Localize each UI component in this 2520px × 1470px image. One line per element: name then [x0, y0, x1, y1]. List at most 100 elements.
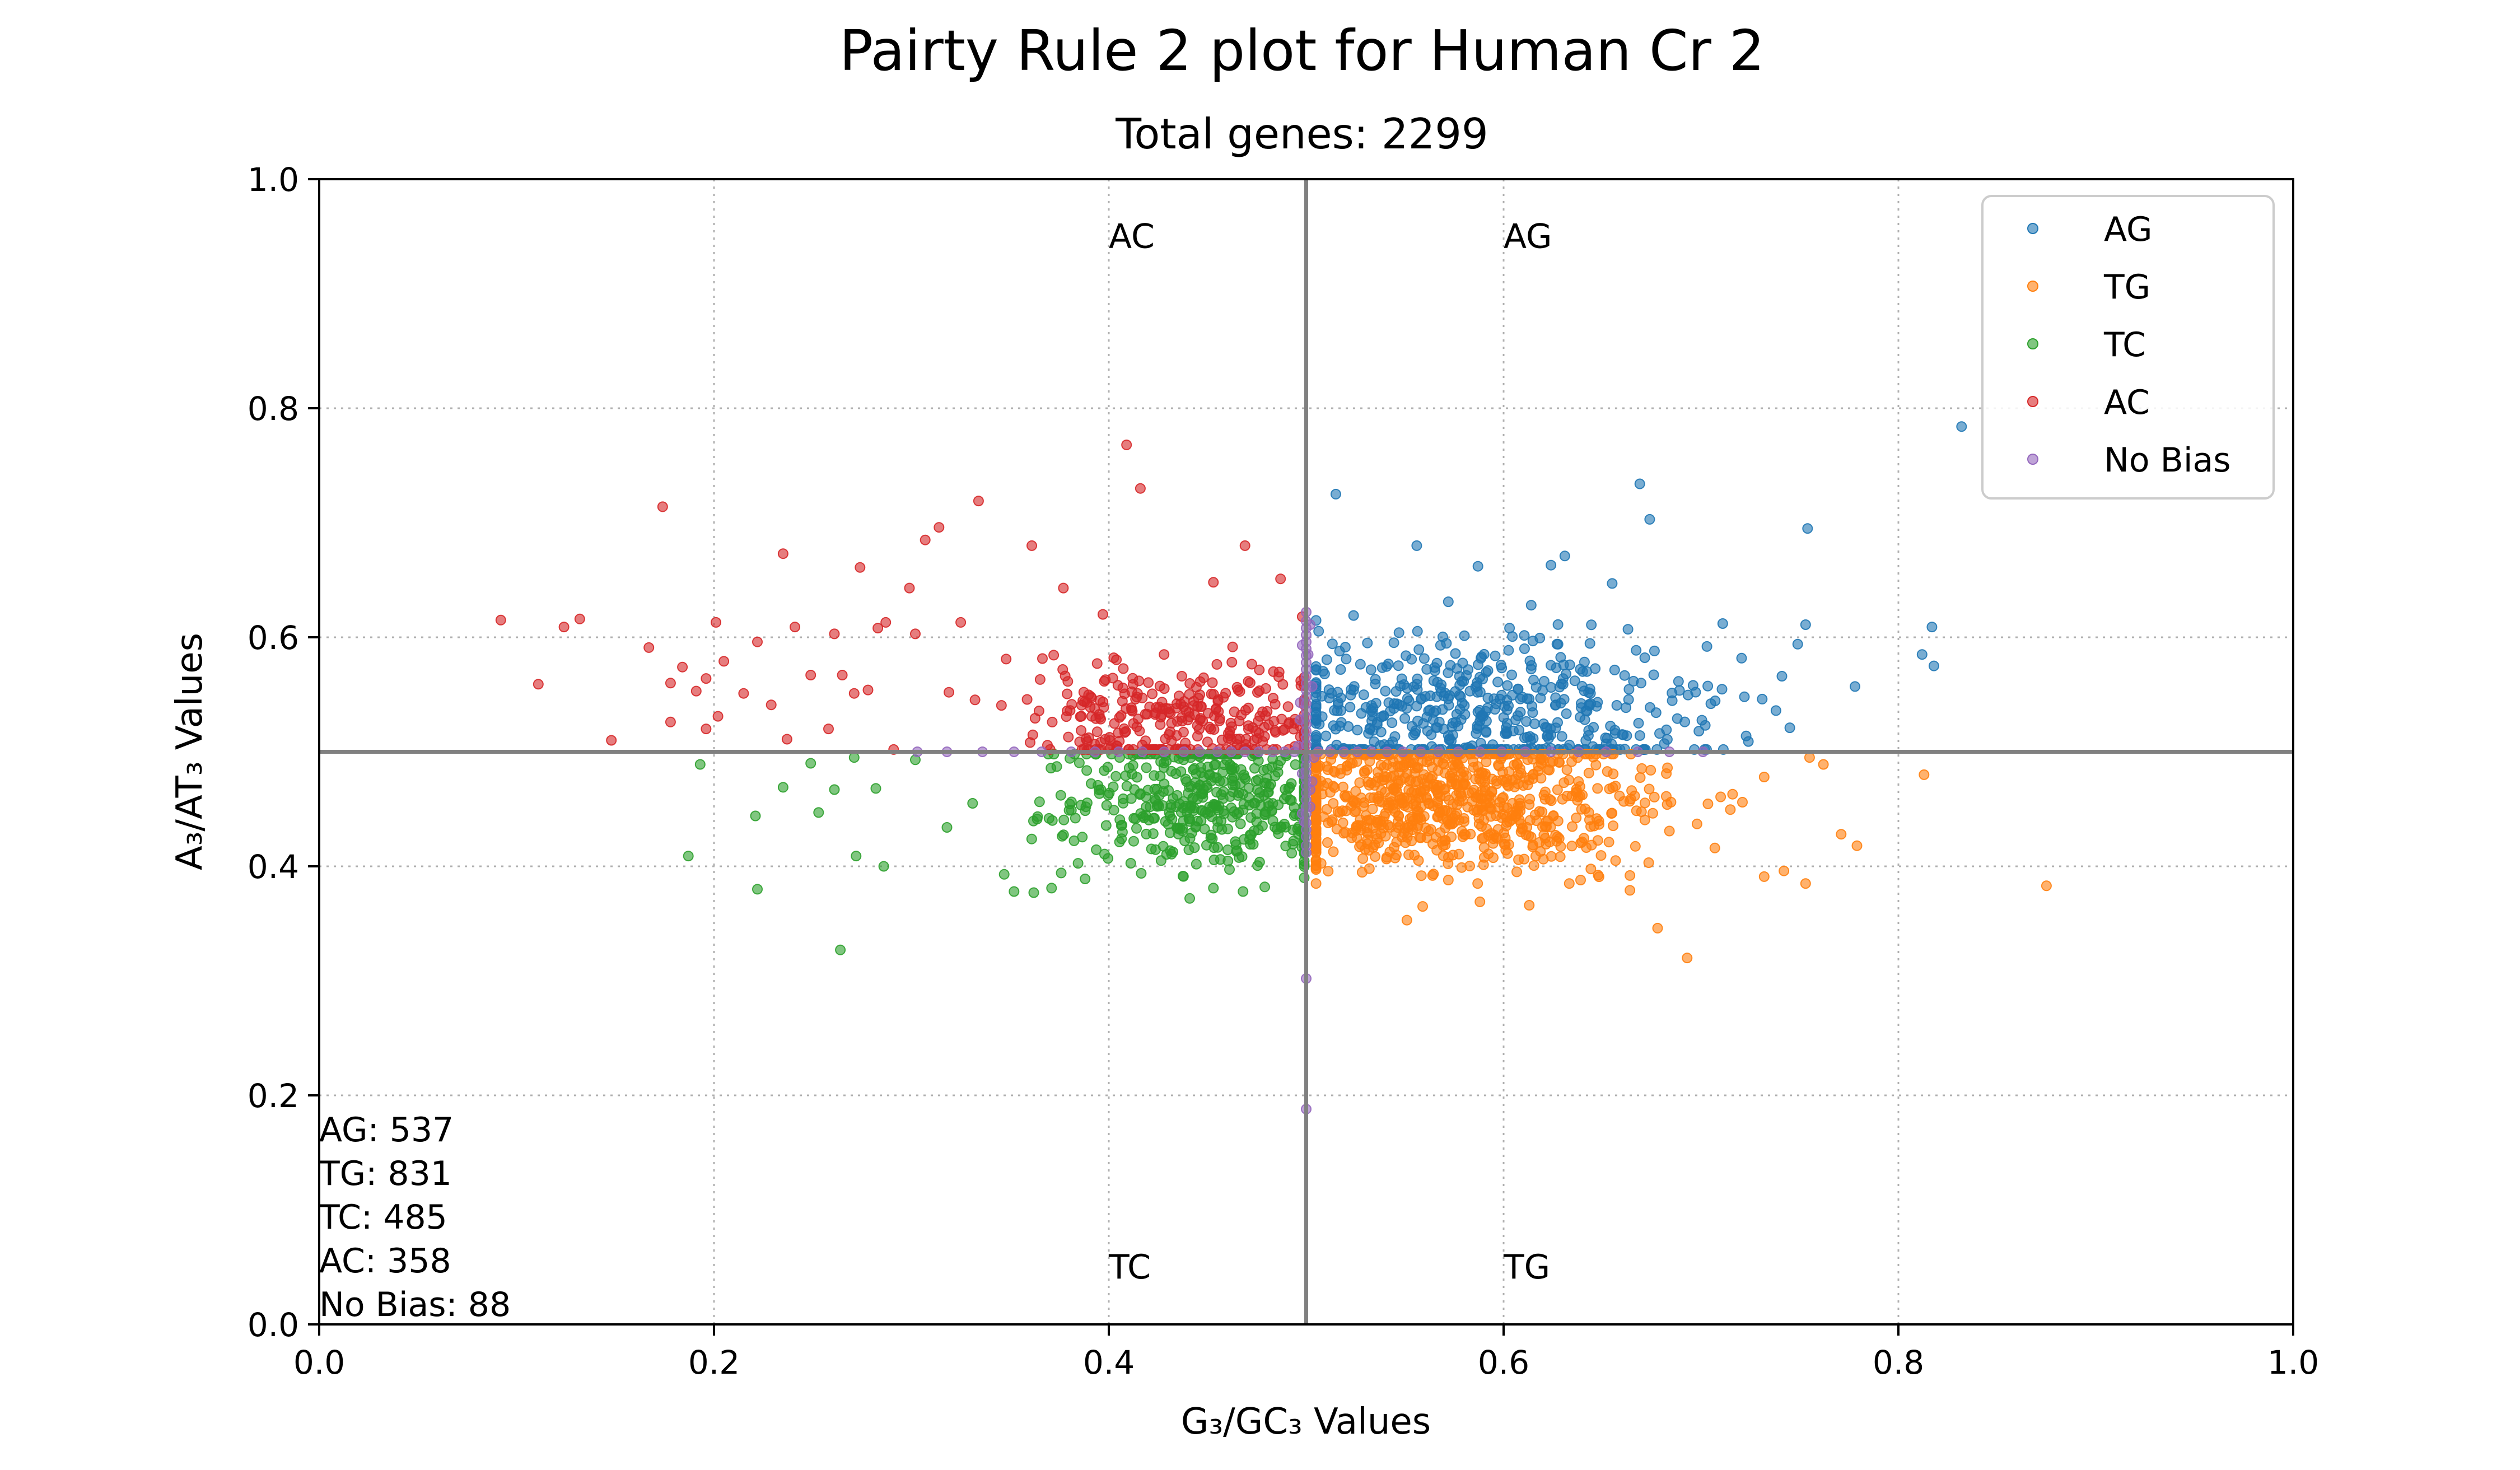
point-ag-254 [1403, 696, 1415, 706]
point-ag-122 [1529, 718, 1540, 729]
point-ag-448 [1437, 704, 1448, 715]
point-tg-806 [1836, 829, 1847, 840]
point-ag-466 [1450, 686, 1461, 697]
point-ag-497 [1956, 421, 1967, 432]
point-tg-747 [1481, 823, 1492, 834]
point-tc-188 [1286, 847, 1298, 858]
point-tg-655 [1332, 806, 1343, 817]
legend-label-tg: TG [2103, 268, 2150, 307]
point-tg-824 [1346, 832, 1357, 843]
point-tc-419 [1116, 833, 1127, 844]
point-ag-427 [1425, 690, 1436, 701]
point-tg-557 [1583, 767, 1594, 778]
legend-marker-no-bias [2027, 454, 2038, 465]
point-ag-54 [1519, 630, 1530, 641]
point-tg-610 [1376, 774, 1388, 786]
point-tc-420 [1235, 764, 1247, 775]
point-ag-511 [1701, 641, 1712, 652]
point-ac-342 [934, 522, 945, 533]
point-ag-512 [1687, 680, 1698, 691]
point-tc-423 [1072, 858, 1084, 869]
point-tc-439 [1178, 871, 1189, 882]
point-tg-760 [1514, 794, 1525, 805]
point-ag-521 [1525, 600, 1537, 611]
point-ag-514 [1654, 728, 1665, 739]
point-ag-488 [1557, 673, 1569, 684]
point-ag-482 [1659, 738, 1670, 749]
x-tick-label-0: 0.0 [293, 1343, 345, 1382]
point-ag-51 [1356, 708, 1367, 719]
point-ag-439 [1674, 685, 1685, 696]
point-ac-320 [711, 617, 721, 628]
point-tg-404 [1544, 764, 1555, 776]
point-ac-262 [1192, 720, 1203, 731]
point-tg-577 [1576, 804, 1587, 815]
point-tg-697 [1483, 790, 1495, 801]
point-ag-489 [1310, 707, 1322, 718]
legend-marker-tc [2027, 338, 2038, 349]
point-tg-825 [1709, 842, 1720, 853]
point-tg-787 [1511, 805, 1523, 816]
point-ag-232 [1634, 730, 1645, 741]
point-ac-311 [606, 735, 617, 746]
point-tg-249 [1310, 878, 1322, 889]
point-tc-482 [1208, 883, 1219, 894]
point-tg-728 [1468, 805, 1480, 815]
point-ag-347 [1546, 660, 1556, 671]
point-ac-331 [829, 628, 840, 640]
point-tc-479 [1046, 883, 1057, 894]
point-tg-823 [1443, 875, 1454, 885]
point-ac-319 [701, 673, 712, 684]
point-tc-381 [1244, 834, 1255, 845]
legend-marker-ag [2027, 223, 2038, 234]
point-tc-424 [1211, 802, 1222, 813]
point-ac-337 [880, 617, 892, 628]
point-ag-510 [1717, 618, 1728, 629]
point-ac-356 [1275, 573, 1286, 585]
point-ac-176 [1231, 682, 1243, 693]
point-ac-273 [1254, 664, 1265, 675]
point-tg-773 [1435, 780, 1446, 791]
point-ag-515 [1634, 478, 1645, 489]
point-ag-436 [1431, 657, 1443, 669]
point-tg-765 [1397, 832, 1407, 843]
point-ac-286 [1131, 692, 1142, 703]
point-ag-456 [1488, 693, 1500, 704]
point-ac-136 [1276, 713, 1287, 725]
point-tg-818 [1474, 896, 1486, 907]
point-tg-386 [1614, 790, 1625, 801]
point-tg-273 [1647, 808, 1658, 819]
point-ac-346 [1001, 654, 1012, 665]
point-tc-370 [1099, 765, 1110, 776]
point-ac-354 [1208, 577, 1219, 588]
point-ag-506 [1770, 705, 1781, 716]
point-ac-304 [1157, 703, 1168, 715]
point-tg-783 [1509, 781, 1520, 792]
point-ac-340 [910, 628, 921, 640]
point-tc-140 [1131, 823, 1142, 834]
point-ag-284 [1534, 632, 1546, 643]
point-ag-413 [1390, 686, 1402, 697]
point-tc-399 [1207, 833, 1218, 844]
point-ac-355 [1239, 540, 1250, 551]
legend-label-ag: AG [2104, 210, 2152, 249]
point-tg-758 [1395, 820, 1406, 831]
point-ag-444 [1579, 714, 1590, 725]
point-tg-680 [1472, 878, 1483, 889]
point-ac-327 [781, 734, 792, 745]
point-ag-447 [1542, 722, 1552, 733]
point-ac-259 [1109, 718, 1120, 729]
point-ac-234 [1083, 732, 1094, 743]
point-ag-194 [1408, 730, 1419, 741]
point-ac-132 [1047, 716, 1058, 727]
point-tg-583 [1357, 853, 1369, 864]
point-ag-401 [1546, 682, 1557, 693]
point-tg-732 [1310, 762, 1322, 773]
point-ag-175 [1583, 730, 1594, 741]
point-tg-748 [1310, 839, 1322, 851]
point-ag-75 [1503, 645, 1514, 656]
point-ag-28 [1648, 669, 1659, 680]
point-ag-526 [1330, 488, 1341, 500]
point-tc-29 [1081, 765, 1093, 776]
point-tc-396 [1159, 758, 1169, 768]
